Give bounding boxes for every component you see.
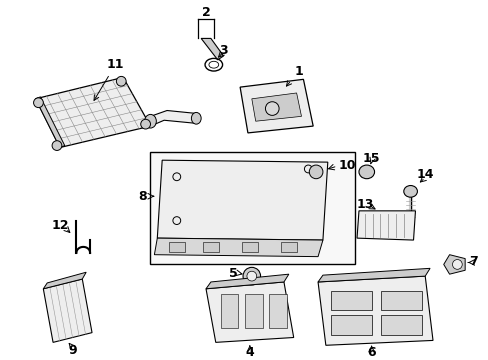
Polygon shape (36, 77, 150, 148)
Bar (242, 242, 257, 252)
Polygon shape (150, 111, 196, 126)
Polygon shape (356, 211, 415, 240)
Text: 12: 12 (51, 219, 68, 232)
Bar (381, 315, 422, 334)
Text: 6: 6 (366, 346, 375, 359)
Polygon shape (43, 272, 86, 289)
Text: 13: 13 (355, 198, 373, 211)
Bar (381, 291, 422, 310)
Polygon shape (36, 97, 64, 148)
Bar (330, 291, 371, 310)
Polygon shape (317, 276, 432, 345)
Text: 8: 8 (138, 190, 147, 203)
Ellipse shape (403, 185, 417, 197)
Circle shape (308, 165, 322, 179)
Polygon shape (240, 79, 312, 133)
Circle shape (116, 76, 126, 86)
Polygon shape (157, 160, 327, 240)
Ellipse shape (191, 112, 201, 124)
Text: 11: 11 (94, 58, 124, 100)
Circle shape (34, 98, 43, 108)
Bar (330, 315, 371, 334)
Circle shape (52, 141, 61, 150)
Ellipse shape (144, 114, 156, 128)
Polygon shape (205, 274, 288, 289)
Bar (203, 242, 218, 252)
Bar (150, 152, 354, 265)
Circle shape (265, 102, 279, 115)
Ellipse shape (358, 165, 374, 179)
Text: 10: 10 (338, 158, 355, 172)
Bar (244, 294, 262, 328)
Polygon shape (154, 238, 322, 257)
Polygon shape (317, 268, 429, 282)
Polygon shape (251, 93, 301, 121)
Text: 3: 3 (219, 44, 227, 57)
Bar (220, 294, 238, 328)
Text: 1: 1 (286, 65, 303, 86)
Circle shape (246, 271, 256, 281)
Polygon shape (443, 255, 464, 274)
Polygon shape (205, 282, 293, 342)
Text: 7: 7 (468, 255, 477, 268)
Bar (281, 242, 296, 252)
Circle shape (451, 260, 461, 269)
Circle shape (141, 119, 150, 129)
Text: 15: 15 (362, 152, 380, 165)
Bar (269, 294, 286, 328)
Text: 4: 4 (245, 346, 254, 359)
Bar (169, 242, 184, 252)
Polygon shape (43, 279, 92, 342)
Text: 5: 5 (228, 267, 237, 280)
Text: 2: 2 (201, 6, 210, 19)
Text: 9: 9 (68, 344, 77, 357)
Polygon shape (201, 39, 223, 60)
Text: 14: 14 (416, 168, 433, 181)
Circle shape (243, 267, 260, 285)
